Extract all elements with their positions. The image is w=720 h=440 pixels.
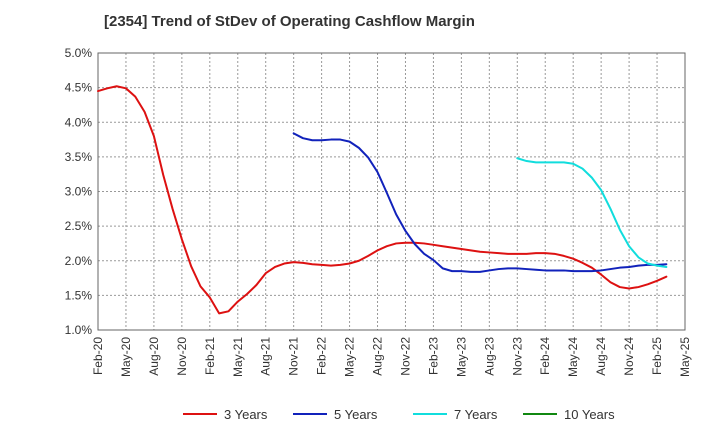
legend-label-10-years: 10 Years: [564, 407, 615, 422]
x-tick-label: May-24: [566, 337, 580, 377]
x-tick-label: Aug-21: [259, 337, 273, 376]
x-axis: Feb-20 May-20 Aug-20 Nov-20 Feb-21 May-21 Aug-…: [91, 337, 692, 377]
y-tick-label: 2.5%: [65, 219, 93, 233]
chart-title: [2354] Trend of StDev of Operating Cashf…: [104, 13, 475, 30]
y-tick-label: 5.0%: [65, 46, 93, 60]
legend: 3 Years 5 Years 7 Years 10 Years: [183, 407, 615, 422]
y-tick-label: 1.0%: [65, 323, 93, 337]
legend-label-5-years: 5 Years: [334, 407, 378, 422]
y-tick-label: 3.5%: [65, 150, 93, 164]
x-tick-label: May-21: [231, 337, 245, 377]
grid-lines: [97, 52, 686, 331]
series-line-7-years: [516, 157, 668, 268]
series-line-3-years: [97, 85, 668, 315]
y-tick-label: 4.0%: [65, 115, 93, 129]
x-tick-label: Feb-24: [538, 337, 552, 375]
plot-border: [97, 52, 686, 331]
series-line-5-years: [292, 132, 668, 273]
legend-label-7-years: 7 Years: [454, 407, 498, 422]
x-tick-label: Aug-20: [147, 337, 161, 376]
x-tick-label: May-23: [454, 337, 468, 377]
x-tick-label: May-22: [343, 337, 357, 377]
x-tick-label: Feb-22: [315, 337, 329, 375]
x-tick-label: May-20: [119, 337, 133, 377]
x-tick-label: Feb-21: [203, 337, 217, 375]
x-tick-label: Nov-21: [287, 337, 301, 376]
plot-area: [97, 52, 686, 331]
y-tick-label: 1.5%: [65, 288, 93, 302]
y-tick-label: 4.5%: [65, 81, 93, 95]
legend-label-3-years: 3 Years: [224, 407, 268, 422]
x-tick-label: Feb-25: [650, 337, 664, 375]
x-tick-label: Aug-24: [594, 337, 608, 376]
y-tick-label: 3.0%: [65, 185, 93, 199]
x-tick-label: Feb-23: [426, 337, 440, 375]
x-tick-label: Aug-23: [482, 337, 496, 376]
x-tick-label: Nov-24: [622, 337, 636, 376]
x-tick-label: Aug-22: [371, 337, 385, 376]
x-tick-label: Nov-23: [510, 337, 524, 376]
x-tick-label: Nov-22: [398, 337, 412, 376]
x-tick-label: Feb-20: [91, 337, 105, 375]
y-axis: 1.0% 1.5% 2.0% 2.5% 3.0% 3.5% 4.0% 4.5% 5.0%: [65, 46, 93, 337]
series-lines: [97, 85, 668, 315]
x-tick-label: May-25: [678, 337, 692, 377]
y-tick-label: 2.0%: [65, 254, 93, 268]
x-tick-label: Nov-20: [175, 337, 189, 376]
